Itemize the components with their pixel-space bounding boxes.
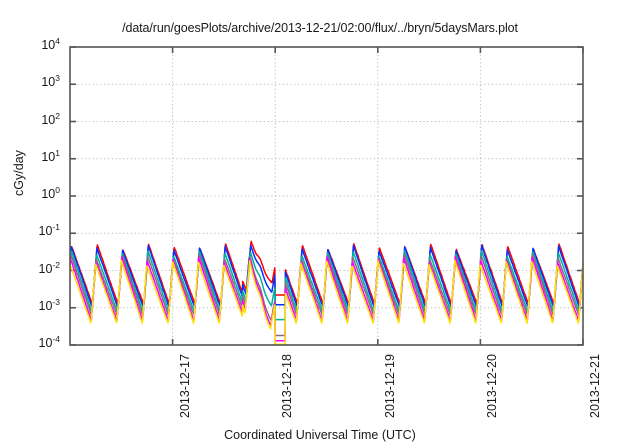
x-tick-label: 2013-12-21 (588, 354, 602, 418)
y-tick-label: 101 (41, 147, 60, 164)
plot-frame (69, 46, 584, 346)
data-series-line (70, 259, 583, 345)
y-tick-label: 10-1 (38, 222, 60, 239)
y-tick-label: 102 (41, 110, 60, 127)
y-tick-label: 100 (41, 184, 60, 201)
y-tick-label: 10-4 (38, 333, 60, 350)
y-tick-label: 10-2 (38, 259, 60, 276)
data-series-group (70, 240, 583, 345)
grid-lines (70, 47, 583, 345)
x-axis-label: Coordinated Universal Time (UTC) (224, 428, 416, 442)
data-series-line (70, 256, 583, 342)
y-tick-label: 103 (41, 73, 60, 90)
y-tick-label: 104 (41, 35, 60, 52)
x-tick-label: 2013-12-18 (280, 354, 295, 418)
x-tick-label: 2013-12-17 (177, 354, 192, 418)
y-tick-label: 10-3 (38, 296, 60, 313)
x-tick-label: 2013-12-20 (485, 354, 500, 418)
page-title: /data/run/goesPlots/archive/2013-12-21/0… (122, 21, 518, 35)
x-tick-label: 2013-12-19 (382, 354, 397, 418)
